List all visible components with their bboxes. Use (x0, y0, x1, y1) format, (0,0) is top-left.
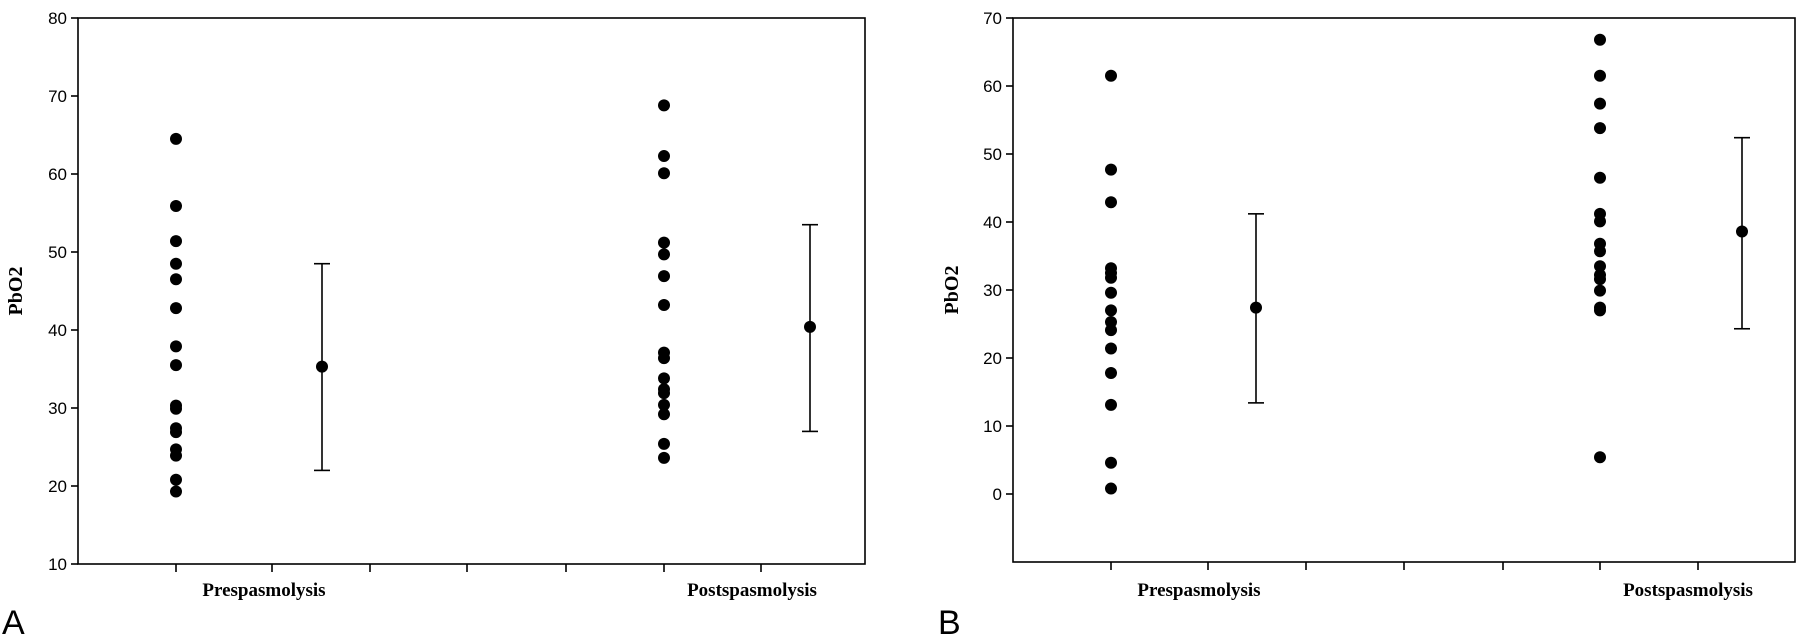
data-point (170, 302, 182, 315)
y-tick-label: 30 (48, 399, 67, 418)
data-point (170, 235, 182, 248)
data-point (1105, 342, 1117, 355)
data-point (1594, 260, 1606, 273)
data-point (1594, 451, 1606, 464)
mean-point (804, 320, 816, 333)
y-tick-label: 20 (983, 349, 1002, 368)
y-tick-label: 0 (993, 485, 1002, 504)
y-tick-label: 60 (48, 165, 67, 184)
data-point (658, 167, 670, 180)
mean-point (1736, 225, 1748, 238)
data-point (658, 372, 670, 385)
data-point (170, 402, 182, 415)
data-point (1105, 163, 1117, 176)
data-point (170, 359, 182, 372)
y-tick-label: 20 (48, 477, 67, 496)
y-tick-label: 50 (48, 243, 67, 262)
y-tick-label: 30 (983, 281, 1002, 300)
data-point (1105, 271, 1117, 284)
data-point (1594, 97, 1606, 110)
panel-label: A (2, 604, 25, 640)
data-point (170, 449, 182, 462)
y-tick-label: 10 (48, 555, 67, 574)
data-point (170, 132, 182, 145)
data-point (1105, 304, 1117, 317)
y-tick-label: 40 (48, 321, 67, 340)
mean-point (316, 360, 328, 373)
category-label: Prespasmolysis (202, 580, 325, 601)
data-point (170, 273, 182, 286)
data-point (658, 451, 670, 464)
data-point (658, 248, 670, 261)
plot-frame (1012, 17, 1796, 563)
data-point (1105, 324, 1117, 337)
category-label: Prespasmolysis (1137, 580, 1260, 601)
y-tick-label: 40 (983, 213, 1002, 232)
data-point (658, 387, 670, 400)
data-point (658, 408, 670, 421)
data-point (170, 257, 182, 270)
data-point (1105, 456, 1117, 469)
category-label: Postspasmolysis (1623, 580, 1753, 601)
data-point (1594, 284, 1606, 297)
data-point (170, 199, 182, 212)
data-point (658, 398, 670, 411)
data-point (1105, 196, 1117, 209)
data-point (1594, 122, 1606, 135)
y-tick-label: 50 (983, 145, 1002, 164)
y-tick-label: 10 (983, 417, 1002, 436)
data-point (658, 150, 670, 163)
y-axis-label: PbO2 (5, 267, 27, 316)
data-point (1105, 398, 1117, 411)
data-point (1594, 33, 1606, 46)
y-tick-label: 80 (48, 9, 67, 28)
data-point (1594, 215, 1606, 228)
y-tick-label: 70 (983, 9, 1002, 28)
panel-label: B (938, 604, 961, 640)
data-point (658, 270, 670, 283)
data-point (658, 437, 670, 450)
data-point (658, 99, 670, 112)
category-label: Postspasmolysis (687, 580, 817, 601)
y-axis-label: PbO2 (941, 266, 963, 315)
data-point (658, 299, 670, 312)
data-point (1105, 69, 1117, 82)
data-point (170, 473, 182, 486)
data-point (1594, 171, 1606, 184)
data-point (1594, 69, 1606, 82)
y-tick-label: 70 (48, 87, 67, 106)
data-point (658, 236, 670, 249)
data-point (170, 485, 182, 498)
data-point (1105, 366, 1117, 379)
panel-a: 10 20 30 40 50 60 70 80 Prespasmolysis Postspasmo… (2, 9, 866, 640)
y-tick-label: 60 (983, 77, 1002, 96)
data-point (170, 426, 182, 439)
data-point (170, 340, 182, 353)
data-point (1594, 245, 1606, 258)
mean-point (1250, 301, 1262, 314)
data-point (1594, 304, 1606, 317)
data-point (1105, 286, 1117, 299)
data-point (658, 352, 670, 365)
data-point (1105, 482, 1117, 495)
panel-b: 0 10 20 30 40 50 60 70 Prespasmolysis Postspasmol… (938, 9, 1796, 640)
data-point (1594, 273, 1606, 286)
plot-frame (77, 17, 866, 565)
